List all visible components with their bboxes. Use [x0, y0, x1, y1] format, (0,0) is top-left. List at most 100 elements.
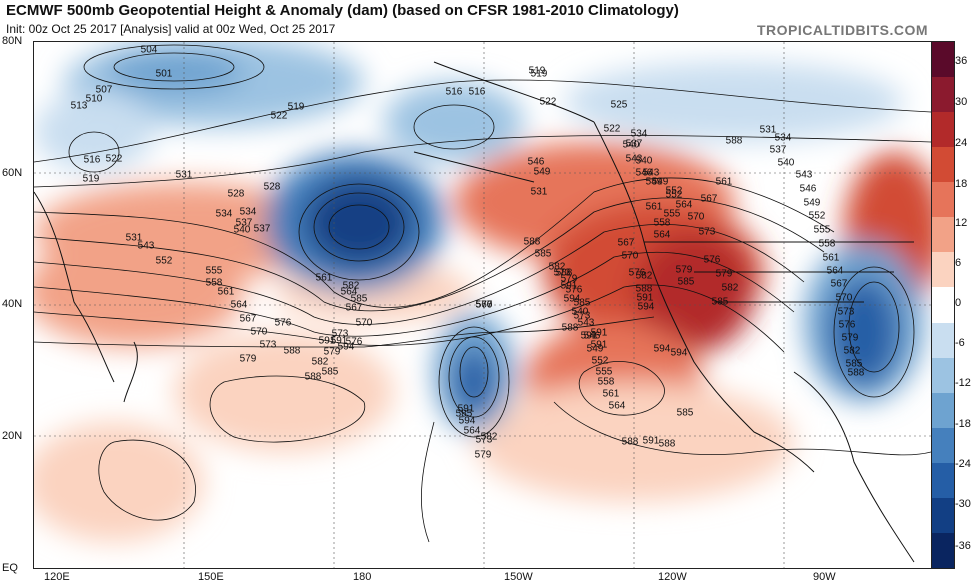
contour-label: 591 — [590, 339, 608, 351]
contour-label: 579 — [560, 273, 578, 285]
contour-label: 546 — [635, 167, 653, 179]
contour-label: 585 — [573, 297, 591, 309]
lon-label: 150E — [198, 571, 224, 583]
contour-label: 540 — [571, 306, 589, 318]
contour-label: 579 — [841, 332, 859, 344]
colorbar-segment — [932, 217, 954, 253]
contour-label: 582 — [721, 282, 739, 294]
contour-label: 573 — [475, 434, 493, 446]
contour-label: 573 — [837, 306, 855, 318]
colorbar-label: 0 — [955, 297, 962, 309]
contour-label: 546 — [799, 183, 817, 195]
contour-label: 585 — [845, 358, 863, 370]
contour-label: 567 — [239, 313, 257, 325]
colorbar-segment — [932, 112, 954, 148]
contour-label: 543 — [137, 240, 155, 252]
contour-label: 567 — [475, 299, 493, 311]
contour-label: 567 — [345, 302, 363, 314]
contour-label: 591 — [642, 435, 660, 447]
contour-label: 540 — [622, 139, 640, 151]
contour-label: 531 — [125, 232, 143, 244]
contour-label: 531 — [759, 124, 777, 136]
colorbar-label: -24 — [955, 458, 971, 470]
contour-label: 564 — [675, 199, 693, 211]
contour-label: 576 — [475, 299, 493, 311]
colorbar-label: -30 — [955, 498, 971, 510]
contour-label: 585 — [455, 408, 473, 420]
colorbar-segment — [932, 287, 954, 324]
contour-label: 507 — [95, 84, 113, 96]
contour-label: 519 — [528, 65, 546, 77]
contour-label: 519 — [530, 68, 548, 80]
lat-label: 40N — [2, 298, 23, 310]
contour-label: 582 — [342, 280, 360, 292]
contour-label: 540 — [777, 157, 795, 169]
contour-label: 567 — [700, 193, 718, 205]
contour-label: 516 — [468, 86, 486, 98]
contour-label: 543 — [795, 169, 813, 181]
contour-label: 534 — [239, 206, 257, 218]
contour-label: 585 — [711, 296, 729, 308]
colorbar-label: 30 — [955, 96, 968, 108]
contour-label: 576 — [628, 267, 646, 279]
anomaly-map — [34, 42, 931, 568]
contour-label: 588 — [304, 371, 322, 383]
colorbar-label: 24 — [955, 137, 968, 149]
contour-label: 564 — [653, 229, 671, 241]
contour-label: 537 — [235, 217, 253, 229]
colorbar-segment — [932, 322, 954, 359]
contour-label: 522 — [539, 96, 557, 108]
contour-label: 537 — [625, 138, 643, 150]
contour-label: 534 — [215, 208, 233, 220]
contour-label: 588 — [523, 236, 541, 248]
contour-label: 561 — [217, 286, 235, 298]
contour-label: 534 — [774, 132, 792, 144]
contour-label: 582 — [480, 431, 498, 443]
contour-label: 567 — [830, 278, 848, 290]
contour-label: 516 — [445, 86, 463, 98]
contour-label: 579 — [239, 353, 257, 365]
contour-label: 525 — [610, 99, 628, 111]
contour-label: 588 — [847, 367, 865, 379]
contour-label: 570 — [687, 211, 705, 223]
lon-label: 120W — [658, 571, 687, 583]
contour-label: 555 — [813, 224, 831, 236]
contour-label: 510 — [85, 93, 103, 105]
contour-label: 570 — [621, 250, 639, 262]
lat-label: 20N — [2, 430, 23, 442]
contour-label: 534 — [630, 128, 648, 140]
contour-label: 579 — [675, 264, 693, 276]
contour-label: 567 — [617, 237, 635, 249]
contour-label: 591 — [457, 403, 475, 415]
contour-label: 513 — [70, 100, 88, 112]
contour-label: 543 — [642, 167, 660, 179]
colorbar-segment — [932, 462, 954, 499]
contour-label: 528 — [227, 188, 245, 200]
contour-label: 591 — [636, 292, 654, 304]
contour-label: 564 — [230, 299, 248, 311]
contour-label: 519 — [287, 101, 305, 113]
chart-title: ECMWF 500mb Geopotential Height & Anomal… — [6, 2, 679, 19]
contour-label: 573 — [573, 310, 591, 322]
contour-label: 594 — [670, 347, 688, 359]
contour-label: 531 — [175, 169, 193, 181]
contour-label: 573 — [553, 267, 571, 279]
colorbar-segment — [932, 42, 954, 78]
contour-label: 558 — [653, 217, 671, 229]
contour-label: 522 — [270, 110, 288, 122]
lon-label: 90W — [813, 571, 836, 583]
contour-label: 591 — [580, 330, 598, 342]
contour-label: 588 — [658, 438, 676, 450]
contour-label: 576 — [274, 317, 292, 329]
contour-label: 549 — [586, 343, 604, 355]
contour-label: 540 — [233, 224, 251, 236]
contour-label: 531 — [530, 186, 548, 198]
contour-label: 537 — [253, 223, 271, 235]
contour-label: 582 — [311, 356, 329, 368]
contour-label: 546 — [583, 330, 601, 342]
contour-label: 579 — [474, 449, 492, 461]
contour-label: 573 — [698, 226, 716, 238]
colorbar-segment — [932, 497, 954, 534]
colorbar-label: 6 — [955, 257, 962, 269]
contour-label: 552 — [808, 210, 826, 222]
